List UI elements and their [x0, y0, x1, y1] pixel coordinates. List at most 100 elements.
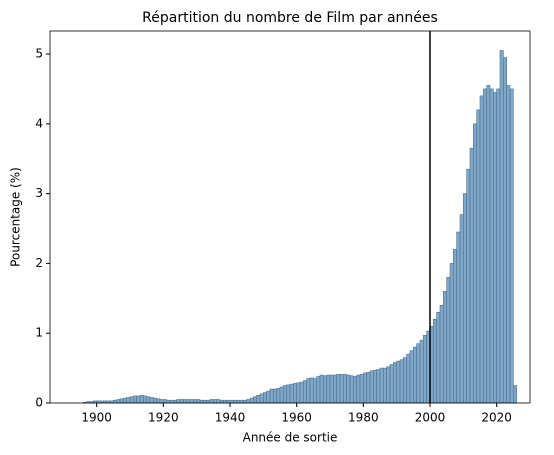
bar	[413, 346, 417, 404]
bar	[136, 395, 141, 404]
x-tick-label: 1920	[148, 411, 179, 425]
bar	[246, 399, 251, 404]
x-tick-label: 1980	[348, 411, 379, 425]
bar	[499, 50, 504, 404]
bar	[403, 357, 407, 404]
y-tick-label: 2	[35, 256, 43, 270]
bar	[193, 399, 197, 404]
bar	[143, 395, 147, 404]
bar	[159, 399, 164, 404]
bar	[133, 395, 137, 404]
bar	[353, 376, 357, 404]
bar	[139, 395, 144, 404]
bar	[349, 375, 354, 404]
bar	[226, 399, 231, 404]
bar	[329, 374, 334, 404]
bar	[243, 399, 247, 404]
bar	[209, 399, 214, 404]
bar	[423, 335, 427, 404]
bar	[373, 369, 377, 404]
bar	[326, 374, 331, 404]
bar	[406, 353, 411, 404]
bar	[216, 399, 221, 404]
bar	[166, 399, 171, 404]
bar	[399, 359, 404, 404]
bar	[236, 399, 241, 404]
bar	[449, 263, 454, 404]
bar	[173, 399, 177, 404]
bar	[116, 399, 121, 404]
x-tick-label: 1900	[81, 411, 112, 425]
bar	[286, 384, 291, 404]
bar	[393, 362, 397, 404]
x-tick-label: 2000	[415, 411, 446, 425]
bar	[276, 388, 281, 404]
bar	[319, 374, 324, 404]
bar	[199, 399, 204, 404]
bar	[146, 396, 151, 404]
bar	[119, 398, 124, 404]
bar	[379, 367, 384, 404]
bar	[343, 374, 347, 404]
bar	[179, 399, 184, 404]
bar	[266, 390, 271, 404]
bar	[309, 377, 314, 404]
bar	[123, 397, 127, 404]
bar	[129, 396, 134, 404]
bar	[126, 397, 131, 404]
bar	[313, 378, 317, 404]
bar	[446, 277, 451, 404]
bar	[186, 399, 191, 404]
x-tick-label: 2020	[481, 411, 512, 425]
bar	[433, 318, 437, 404]
x-tick-label: 1940	[215, 411, 246, 425]
x-axis-label: Année de sortie	[243, 431, 338, 445]
bar	[239, 399, 244, 404]
bar	[183, 399, 187, 404]
chart-title: Répartition du nombre de Film par années	[142, 10, 438, 26]
bar	[386, 366, 391, 404]
bar	[443, 291, 447, 404]
bar	[189, 399, 194, 404]
bar	[439, 304, 444, 404]
y-axis-label: Pourcentage (%)	[9, 167, 23, 267]
bar	[289, 383, 294, 404]
x-tick-label: 1960	[281, 411, 312, 425]
bar	[256, 395, 261, 404]
y-tick-label: 1	[35, 326, 43, 340]
bar	[333, 374, 337, 404]
bar	[416, 343, 421, 404]
bar	[389, 364, 394, 404]
bar	[496, 88, 501, 404]
bar	[366, 371, 371, 404]
bar	[259, 393, 264, 404]
bar	[479, 95, 484, 404]
bar	[263, 392, 267, 404]
bar	[339, 374, 344, 404]
bar	[196, 399, 201, 404]
bar	[299, 381, 304, 404]
bar	[506, 85, 511, 404]
bar	[233, 399, 237, 404]
bar	[316, 376, 321, 404]
bar	[489, 88, 494, 404]
y-tick-label: 4	[35, 116, 43, 130]
bar	[336, 374, 341, 404]
bar	[383, 367, 387, 404]
bar	[396, 360, 401, 404]
bar	[149, 397, 154, 404]
bar	[169, 399, 174, 404]
bar	[296, 382, 301, 404]
bar	[473, 123, 477, 404]
bar	[293, 383, 297, 404]
bar	[503, 57, 507, 404]
bar	[483, 88, 487, 404]
bar	[453, 249, 457, 404]
bar	[279, 386, 284, 404]
bar	[356, 374, 361, 404]
y-tick-label: 3	[35, 186, 43, 200]
bar	[156, 398, 161, 404]
bar	[219, 399, 224, 404]
bar	[229, 399, 234, 404]
